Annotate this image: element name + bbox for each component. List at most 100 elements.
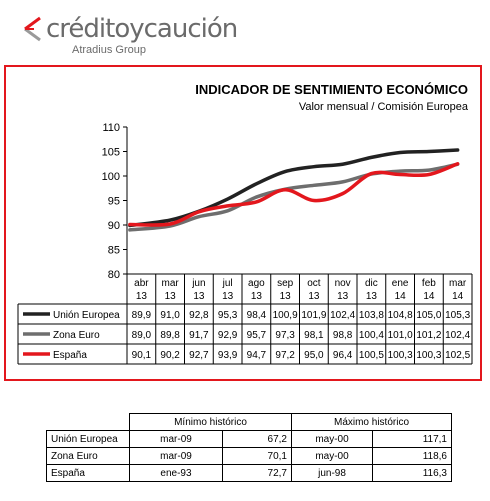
x-tick-label: 13	[337, 291, 349, 302]
y-tick-label: 95	[108, 196, 120, 208]
data-cell: 92,7	[189, 350, 209, 361]
min-date: mar-09	[129, 430, 223, 448]
data-cell: 96,4	[333, 350, 353, 361]
min-date: ene-93	[129, 464, 223, 482]
data-cell: 95,0	[304, 350, 324, 361]
min-date: mar-09	[129, 447, 223, 465]
row-name: España	[46, 464, 130, 482]
table-row: Unión Europea mar-09 67,2 may-00 117,1	[46, 430, 452, 448]
x-tick-label: nov	[335, 278, 351, 289]
x-tick-label: 14	[423, 291, 435, 302]
min-value: 70,1	[222, 447, 292, 465]
data-cell: 101,9	[301, 310, 326, 321]
y-tick-label: 105	[102, 147, 120, 159]
table-row: Zona Euro mar-09 70,1 may-00 118,6	[46, 447, 452, 465]
data-cell: 101,2	[416, 330, 441, 341]
max-value: 118,6	[372, 447, 452, 465]
y-tick-label: 80	[108, 269, 120, 281]
data-cell: 97,2	[275, 350, 295, 361]
x-tick-label: 13	[165, 291, 177, 302]
historic-header-row: Mínimo histórico Máximo histórico	[47, 413, 452, 431]
data-cell: 102,4	[330, 310, 355, 321]
data-cell: 98,8	[333, 330, 353, 341]
x-tick-label: 14	[395, 291, 407, 302]
row-name: Unión Europea	[46, 430, 130, 448]
x-tick-label: jul	[222, 278, 233, 289]
data-cell: 90,1	[132, 350, 152, 361]
y-tick-label: 90	[108, 220, 120, 232]
data-cell: 102,5	[445, 350, 470, 361]
data-cell: 98,4	[247, 310, 267, 321]
legend-label: Zona Euro	[53, 330, 100, 341]
data-cell: 105,0	[416, 310, 441, 321]
data-cell: 89,9	[132, 310, 152, 321]
chart-title: INDICADOR DE SENTIMIENTO ECONÓMICO	[195, 82, 468, 97]
series-line	[128, 162, 460, 232]
data-cell: 90,2	[160, 350, 180, 361]
table-row: España ene-93 72,7 jun-98 116,3	[46, 464, 452, 482]
y-tick-label: 110	[102, 122, 120, 134]
data-cell: 97,3	[275, 330, 295, 341]
max-date: may-00	[291, 447, 373, 465]
x-tick-label: 13	[251, 291, 263, 302]
max-date: jun-98	[291, 464, 373, 482]
data-cell: 89,8	[160, 330, 180, 341]
data-cell: 91,0	[160, 310, 180, 321]
max-header: Máximo histórico	[291, 413, 452, 431]
data-cell: 92,8	[189, 310, 209, 321]
x-tick-label: ago	[248, 278, 265, 289]
chart-subtitle: Valor mensual / Comisión Europea	[298, 101, 468, 113]
series-line	[128, 162, 460, 227]
logo-mark-icon	[24, 16, 41, 42]
min-value: 67,2	[222, 430, 292, 448]
data-cell: 100,3	[416, 350, 441, 361]
min-header: Mínimo histórico	[129, 413, 292, 431]
y-tick-label: 100	[102, 171, 120, 183]
y-tick-label: 85	[108, 245, 120, 257]
x-tick-label: dic	[365, 278, 378, 289]
max-value: 117,1	[372, 430, 452, 448]
x-tick-label: oct	[307, 278, 321, 289]
x-tick-label: mar	[162, 278, 180, 289]
x-tick-label: 13	[222, 291, 234, 302]
max-date: may-00	[291, 430, 373, 448]
legend-label: Unión Europea	[53, 310, 120, 321]
data-cell: 104,8	[388, 310, 413, 321]
x-tick-label: 13	[136, 291, 148, 302]
data-cell: 100,9	[273, 310, 298, 321]
data-cell: 98,1	[304, 330, 324, 341]
data-cell: 101,0	[388, 330, 413, 341]
historic-table: Mínimo histórico Máximo histórico Unión …	[46, 413, 452, 482]
data-cell: 94,7	[247, 350, 267, 361]
data-cell: 103,8	[359, 310, 384, 321]
min-value: 72,7	[222, 464, 292, 482]
x-tick-label: sep	[277, 278, 294, 289]
x-tick-label: 13	[308, 291, 320, 302]
data-cell: 95,7	[247, 330, 267, 341]
x-tick-label: jun	[191, 278, 205, 289]
data-cell: 91,7	[189, 330, 209, 341]
x-tick-label: mar	[449, 278, 467, 289]
max-value: 116,3	[372, 464, 452, 482]
row-name: Zona Euro	[46, 447, 130, 465]
data-cell: 89,0	[132, 330, 152, 341]
data-cell: 95,3	[218, 310, 238, 321]
x-tick-label: 13	[193, 291, 205, 302]
data-cell: 100,3	[388, 350, 413, 361]
x-tick-label: feb	[422, 278, 436, 289]
x-tick-label: ene	[392, 278, 409, 289]
logo-wordmark: créditoycaución	[46, 14, 238, 44]
x-tick-label: 14	[452, 291, 464, 302]
x-tick-label: 13	[280, 291, 292, 302]
data-cell: 105,3	[445, 310, 470, 321]
data-cell: 100,4	[359, 330, 384, 341]
data-cell: 102,4	[445, 330, 470, 341]
historic-corner	[47, 414, 130, 431]
line-chart: 80 85 90 95 100 105 110 abr 13 mar 13 jun 13 jul 13 ago…	[17, 122, 473, 365]
logo-tagline: Atradius Group	[72, 44, 146, 56]
legend-label: España	[53, 350, 87, 361]
data-cell: 100,5	[359, 350, 384, 361]
x-tick-label: 13	[366, 291, 378, 302]
data-cell: 92,9	[218, 330, 238, 341]
data-cell: 93,9	[218, 350, 238, 361]
